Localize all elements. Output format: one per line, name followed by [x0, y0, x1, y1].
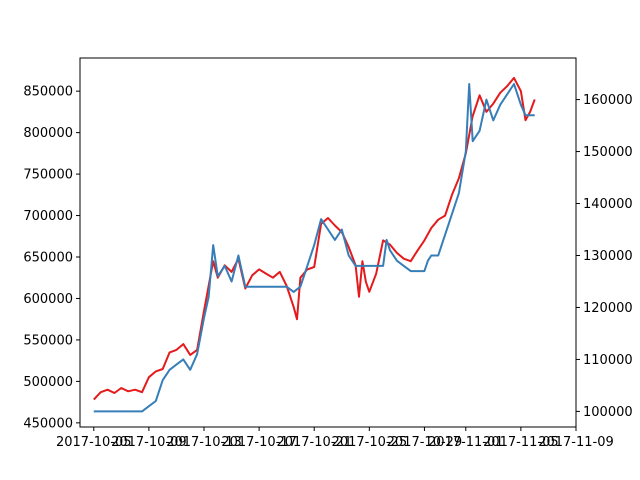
- series-line-left: [93, 76, 536, 401]
- x-tick-label: 2017-10-25: [332, 435, 408, 450]
- x-tick-label: 2017-10-09: [111, 435, 187, 450]
- x-tick-label: 2017-10-17: [221, 435, 297, 450]
- y-left-tick-label: 750000: [23, 168, 73, 183]
- y-left-tick-label: 650000: [23, 251, 73, 266]
- x-tick-label: 2017-11-09: [538, 435, 614, 450]
- y-left-tick-label: 800000: [23, 126, 73, 141]
- x-tick-label: 2017-11-05: [483, 435, 559, 450]
- x-tick-label: 2017-10-21: [276, 435, 352, 450]
- y-right-tick-label: 140000: [583, 197, 633, 212]
- series-line-right: [93, 83, 535, 413]
- y-right-tick-label: 120000: [583, 301, 633, 316]
- axes-layer: 2017-10-052017-10-092017-10-132017-10-17…: [23, 85, 632, 450]
- y-left-tick-label: 500000: [23, 375, 73, 390]
- x-tick-label: 2017-11-01: [428, 435, 504, 450]
- y-left-tick-label: 850000: [23, 85, 73, 100]
- y-right-tick-label: 160000: [583, 93, 633, 108]
- plot-frame: [79, 57, 577, 428]
- y-right-tick-label: 150000: [583, 145, 633, 160]
- y-right-tick-label: 100000: [583, 405, 633, 420]
- y-left-tick-label: 450000: [23, 416, 73, 431]
- y-left-tick-label: 700000: [23, 209, 73, 224]
- y-left-tick-label: 600000: [23, 292, 73, 307]
- x-tick-label: 2017-10-29: [387, 435, 463, 450]
- y-left-tick-label: 550000: [23, 333, 73, 348]
- y-right-tick-label: 110000: [583, 353, 633, 368]
- x-tick-label: 2017-10-05: [56, 435, 132, 450]
- series-layer: [93, 76, 536, 413]
- y-right-tick-label: 130000: [583, 249, 633, 264]
- x-tick-label: 2017-10-13: [166, 435, 242, 450]
